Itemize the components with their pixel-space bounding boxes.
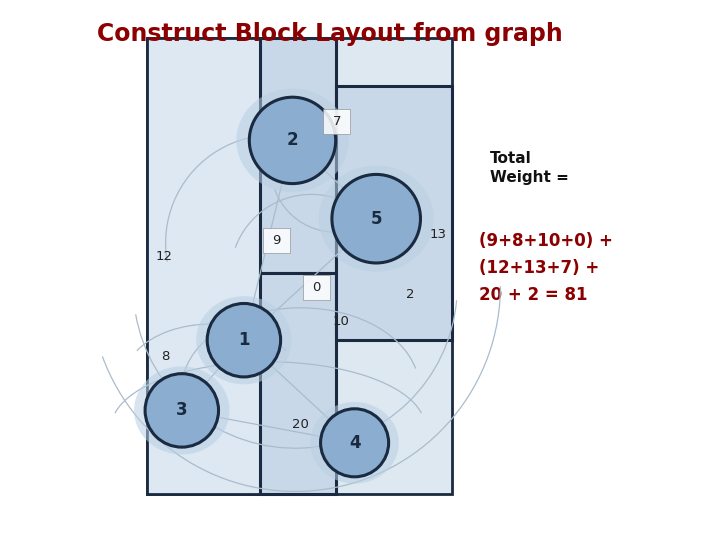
Ellipse shape: [310, 402, 399, 484]
Circle shape: [207, 303, 281, 377]
Text: 1: 1: [238, 331, 250, 349]
Bar: [147, 38, 452, 494]
Circle shape: [332, 174, 420, 263]
Circle shape: [145, 374, 219, 447]
Ellipse shape: [134, 366, 230, 455]
Text: 2: 2: [287, 131, 298, 150]
FancyBboxPatch shape: [303, 275, 330, 300]
Bar: [260, 38, 336, 273]
Text: 2: 2: [406, 288, 415, 301]
Text: 0: 0: [312, 281, 321, 294]
Circle shape: [320, 409, 389, 477]
Ellipse shape: [319, 166, 433, 272]
Bar: [147, 38, 260, 494]
Text: Construct Block Layout from graph: Construct Block Layout from graph: [97, 22, 563, 45]
Ellipse shape: [196, 296, 292, 384]
Text: 5: 5: [371, 210, 382, 228]
Ellipse shape: [236, 89, 348, 192]
Text: 10: 10: [332, 315, 349, 328]
Text: Total
Weight =: Total Weight =: [490, 151, 569, 185]
Circle shape: [249, 97, 336, 184]
Text: 9: 9: [272, 234, 281, 247]
Text: 20: 20: [292, 418, 309, 431]
FancyBboxPatch shape: [263, 228, 289, 253]
Text: 7: 7: [333, 115, 341, 128]
Bar: [336, 86, 452, 340]
Text: 3: 3: [176, 401, 188, 420]
Text: 12: 12: [156, 250, 173, 263]
Text: 4: 4: [348, 434, 361, 452]
Text: 8: 8: [161, 350, 170, 363]
Text: (9+8+10+0) +
(12+13+7) +
20 + 2 = 81: (9+8+10+0) + (12+13+7) + 20 + 2 = 81: [479, 232, 613, 305]
Bar: [260, 273, 336, 494]
FancyBboxPatch shape: [323, 109, 350, 134]
Text: 13: 13: [430, 228, 447, 241]
